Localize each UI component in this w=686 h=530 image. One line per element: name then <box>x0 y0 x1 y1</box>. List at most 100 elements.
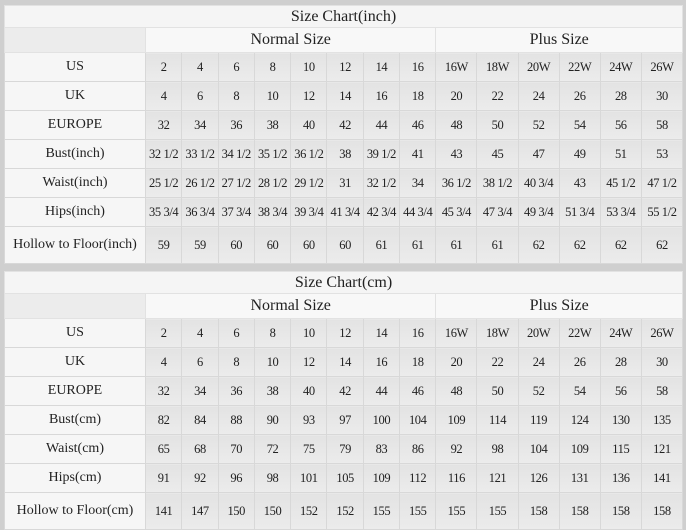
table-cell: 109 <box>558 434 601 464</box>
table-cell: 39 1/2 <box>362 139 401 169</box>
table-cell: 54 <box>558 110 601 140</box>
table-cell: 28 1/2 <box>253 168 292 198</box>
table-cell: 30 <box>640 347 684 377</box>
table-cell: 47 3/4 <box>476 197 519 227</box>
table-cell: 150 <box>253 492 292 530</box>
table-cell: 47 1/2 <box>640 168 684 198</box>
table-cell: 79 <box>326 434 364 464</box>
table-cell: 82 <box>144 405 183 435</box>
table-cell: 40 <box>290 110 328 140</box>
table-cell: 12 <box>326 318 364 348</box>
table-cell: 49 <box>558 139 601 169</box>
table-cell: 18W <box>476 52 519 82</box>
table-cell: 62 <box>599 226 642 264</box>
table-cell: 2 <box>144 52 183 82</box>
table-cell: 155 <box>362 492 401 530</box>
table-cell: 30 <box>640 81 684 111</box>
table-cell: 32 1/2 <box>144 139 183 169</box>
table-cell: 10 <box>290 318 328 348</box>
table-cell: 46 <box>399 376 437 406</box>
table-cell: 49 3/4 <box>517 197 560 227</box>
size-table-cm: Size Chart(cm) Normal Size Plus Size US 2… <box>3 271 684 530</box>
table-cell: 4 <box>144 347 183 377</box>
table-row: UK 4 6 8 10 12 14 16 18 20 22 24 26 28 30 <box>4 347 684 377</box>
table-cell: 141 <box>144 492 183 530</box>
table-cell: 36 <box>217 376 255 406</box>
table-cell: 8 <box>253 52 292 82</box>
table-cell: 46 <box>399 110 437 140</box>
table-cell: 56 <box>599 376 642 406</box>
table-cell: 60 <box>253 226 292 264</box>
table-cell: 32 <box>144 110 183 140</box>
table-cell: 45 3/4 <box>435 197 478 227</box>
table-cell: 26 <box>558 81 601 111</box>
table-row: US 2 4 6 8 10 12 14 16 16W 18W 20W 22W 24W 26W <box>4 318 684 348</box>
table-cell: 45 1/2 <box>599 168 642 198</box>
table-cell: 150 <box>217 492 255 530</box>
table-cell: 6 <box>181 347 219 377</box>
table-cell: 72 <box>253 434 292 464</box>
table-cell: 36 1/2 <box>290 139 328 169</box>
table-cell: 48 <box>435 110 478 140</box>
table-cell: 20 <box>435 81 478 111</box>
row-label: US <box>4 318 146 348</box>
table-cell: 36 <box>217 110 255 140</box>
table-cell: 6 <box>181 81 219 111</box>
table-cell: 93 <box>290 405 328 435</box>
table-cell: 158 <box>599 492 642 530</box>
table-cell: 14 <box>326 347 364 377</box>
row-label: Waist(inch) <box>4 168 146 198</box>
table-cell: 34 <box>399 168 437 198</box>
table-cell: 147 <box>181 492 219 530</box>
table-cell: 32 <box>144 376 183 406</box>
table-cell: 70 <box>217 434 255 464</box>
blank-header <box>4 27 146 53</box>
table-cell: 18 <box>399 81 437 111</box>
table-row: EUROPE 32 34 36 38 40 42 44 46 48 50 52 54 56 58 <box>4 376 684 406</box>
table-cell: 26 <box>558 347 601 377</box>
table-row: Hollow to Floor(inch) 59 59 60 60 60 60 61 61 61 6… <box>4 226 684 264</box>
table-row: Hips(cm) 91 92 96 98 101 105 109 112 116 121 126 131… <box>4 463 684 493</box>
table-cell: 22 <box>476 81 519 111</box>
table-row: EUROPE 32 34 36 38 40 42 44 46 48 50 52 54 56 58 <box>4 110 684 140</box>
table-cell: 44 <box>362 376 401 406</box>
table-cell: 51 3/4 <box>558 197 601 227</box>
table-cell: 34 1/2 <box>217 139 255 169</box>
table-row: Hollow to Floor(cm) 141 147 150 150 152 152 155… <box>4 492 684 530</box>
table-cell: 12 <box>290 347 328 377</box>
table-cell: 42 <box>326 110 364 140</box>
table-cell: 47 <box>517 139 560 169</box>
table-cell: 88 <box>217 405 255 435</box>
row-label: Hips(cm) <box>4 463 146 493</box>
size-table-inch: Size Chart(inch) Normal Size Plus Size U… <box>3 5 684 264</box>
table-row: Hips(inch) 35 3/4 36 3/4 37 3/4 38 3/4 39 3/4… <box>4 197 684 227</box>
table-cell: 40 3/4 <box>517 168 560 198</box>
table-cell: 8 <box>253 318 292 348</box>
table-cell: 131 <box>558 463 601 493</box>
table-cell: 98 <box>476 434 519 464</box>
normal-size-header: Normal Size <box>144 293 437 319</box>
table-cell: 86 <box>399 434 437 464</box>
table-cell: 96 <box>217 463 255 493</box>
table-cell: 68 <box>181 434 219 464</box>
table-cell: 22 <box>476 347 519 377</box>
row-label: UK <box>4 81 146 111</box>
table-cell: 119 <box>517 405 560 435</box>
table-cell: 105 <box>326 463 364 493</box>
table-cell: 55 1/2 <box>640 197 684 227</box>
table-cell: 61 <box>435 226 478 264</box>
normal-size-header: Normal Size <box>144 27 437 53</box>
table-cell: 39 3/4 <box>290 197 328 227</box>
table-cell: 155 <box>435 492 478 530</box>
table-cell: 104 <box>399 405 437 435</box>
table-cell: 16 <box>399 318 437 348</box>
table-cell: 38 <box>326 139 364 169</box>
table-cell: 10 <box>253 81 292 111</box>
table-cell: 16W <box>435 52 478 82</box>
table-row: Bust(cm) 82 84 88 90 93 97 100 104 109 114 119 124 13… <box>4 405 684 435</box>
table-cell: 12 <box>290 81 328 111</box>
table-row: Bust(inch) 32 1/2 33 1/2 34 1/2 35 1/2 36 1/2… <box>4 139 684 169</box>
table-cell: 61 <box>476 226 519 264</box>
size-chart-inch: Size Chart(inch) Normal Size Plus Size U… <box>3 5 684 264</box>
table-cell: 34 <box>181 376 219 406</box>
